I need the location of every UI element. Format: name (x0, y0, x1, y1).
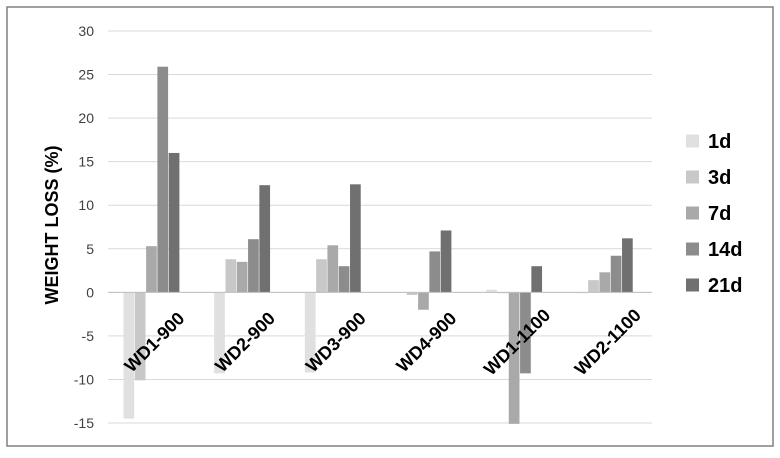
legend-label: 7d (708, 203, 731, 225)
legend: 1d 3d 7d 14d 21d (686, 131, 742, 297)
bar (259, 185, 271, 293)
legend-label: 14d (708, 239, 742, 261)
legend-swatch (686, 278, 699, 292)
bar (429, 251, 441, 293)
bar (157, 66, 169, 293)
legend-label: 21d (708, 275, 742, 297)
bar (418, 292, 429, 310)
bar (316, 259, 327, 293)
bar (236, 261, 248, 293)
y-tick-label: 5 (86, 241, 94, 257)
bars (123, 66, 633, 424)
y-tick-label: 0 (86, 284, 94, 300)
legend-swatch (686, 206, 699, 220)
bar (146, 246, 157, 293)
y-tick-label: -5 (82, 328, 95, 344)
bar (338, 266, 350, 293)
y-tick-label: -15 (74, 415, 94, 431)
bar (520, 292, 531, 374)
bar (168, 152, 180, 293)
y-tick-label: -10 (74, 371, 94, 387)
bar (134, 292, 146, 381)
legend-swatch (686, 170, 699, 184)
y-tick-label: 15 (78, 154, 94, 170)
bar (610, 255, 622, 293)
bar (440, 230, 452, 293)
y-tick-label: 30 (78, 23, 94, 39)
bar (622, 238, 633, 293)
bar (599, 272, 611, 293)
bar (123, 292, 135, 419)
bar (531, 266, 543, 293)
legend-swatch (686, 242, 699, 256)
y-tick-label: 25 (78, 67, 94, 83)
bar (248, 239, 259, 293)
bar (486, 289, 497, 293)
bar (588, 280, 599, 293)
y-tick-labels: -15 -10 -5 0 5 10 15 20 25 30 (74, 23, 94, 431)
legend-label: 3d (708, 167, 731, 189)
y-tick-label: 10 (78, 197, 94, 213)
bar (508, 292, 520, 424)
bar (214, 292, 225, 374)
y-tick-label: 20 (78, 110, 94, 126)
y-axis-label: WEIGHT LOSS (%) (42, 146, 62, 305)
bar (225, 259, 237, 293)
legend-label: 1d (708, 131, 731, 153)
bar (350, 184, 361, 293)
bar (327, 245, 339, 293)
bar (406, 292, 418, 295)
chart-border (6, 6, 774, 447)
legend-swatch (686, 134, 699, 148)
bar (304, 292, 316, 373)
